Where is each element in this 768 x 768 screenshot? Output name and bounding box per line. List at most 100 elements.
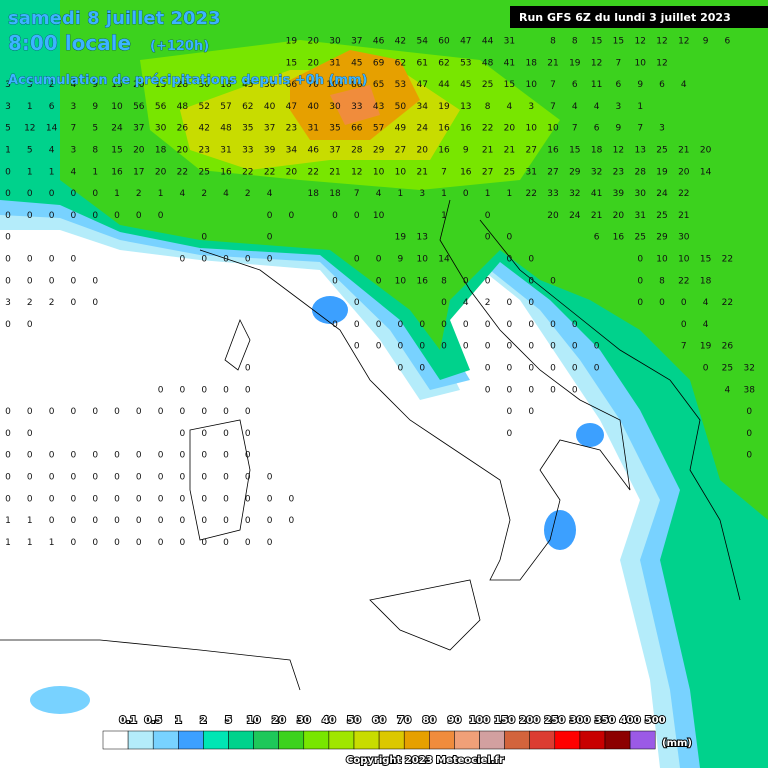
grid-value: 0 xyxy=(376,255,382,265)
grid-value: 22 xyxy=(242,167,253,177)
grid-value: 2 xyxy=(201,189,207,199)
grid-value: 0 xyxy=(27,473,33,483)
grid-value: 0 xyxy=(5,494,11,504)
grid-value: 0 xyxy=(550,276,556,286)
grid-value: 30 xyxy=(678,233,690,243)
grid-value: 0 xyxy=(5,255,11,265)
grid-value: 7 xyxy=(441,167,447,177)
grid-value: 0 xyxy=(528,385,534,395)
grid-value: 0 xyxy=(223,429,229,439)
grid-value: 3 xyxy=(5,102,11,112)
legend-label: 350 xyxy=(595,715,616,726)
grid-value: 18 xyxy=(329,189,341,199)
grid-value: 5 xyxy=(27,146,33,156)
grid-value: 16 xyxy=(438,146,450,156)
legend-swatch xyxy=(604,730,631,750)
grid-value: 0 xyxy=(92,451,98,461)
grid-value: 18 xyxy=(220,80,232,90)
grid-value: 0 xyxy=(71,494,77,504)
grid-value: 44 xyxy=(438,80,450,90)
grid-value: 2 xyxy=(245,189,251,199)
grid-value: 0 xyxy=(507,342,513,352)
legend-label: 30 xyxy=(297,715,311,726)
grid-value: 0 xyxy=(158,494,164,504)
grid-value: 7 xyxy=(572,124,578,134)
grid-value: 16 xyxy=(438,124,450,134)
grid-value: 0 xyxy=(245,538,251,548)
grid-value: 0 xyxy=(49,276,55,286)
grid-value: 0 xyxy=(136,516,142,526)
grid-value: 0 xyxy=(5,167,11,177)
grid-value: 0 xyxy=(398,320,404,330)
grid-value: 70 xyxy=(307,80,319,90)
grid-value: 9 xyxy=(398,255,404,265)
grid-value: 1 xyxy=(5,538,11,548)
grid-value: 1 xyxy=(398,189,404,199)
grid-value: 47 xyxy=(416,80,427,90)
grid-value: 22 xyxy=(177,167,188,177)
grid-value: 20 xyxy=(307,37,319,47)
grid-value: 31 xyxy=(634,211,645,221)
grid-value: 29 xyxy=(569,167,581,177)
grid-value: 0 xyxy=(5,451,11,461)
grid-value: 62 xyxy=(242,102,253,112)
grid-value: 0 xyxy=(71,473,77,483)
grid-value: 14 xyxy=(46,124,58,134)
grid-value: 0 xyxy=(572,342,578,352)
grid-value: 8 xyxy=(485,102,491,112)
grid-value: 0 xyxy=(27,429,33,439)
grid-value: 0 xyxy=(49,407,55,417)
grid-value: 0 xyxy=(49,516,55,526)
grid-value: 0 xyxy=(158,211,164,221)
grid-value: 11 xyxy=(591,80,602,90)
grid-value: 0 xyxy=(114,473,120,483)
grid-value: 0 xyxy=(485,385,491,395)
grid-value: 10 xyxy=(547,124,559,134)
grid-value: 37 xyxy=(329,146,340,156)
grid-value: 0 xyxy=(223,494,229,504)
grid-value: 1 xyxy=(507,189,513,199)
grid-value: 6 xyxy=(616,80,622,90)
grid-value: 10 xyxy=(634,58,646,68)
grid-value: 1 xyxy=(114,189,120,199)
grid-value: 1 xyxy=(485,189,491,199)
grid-value: 15 xyxy=(286,58,297,68)
grid-value: 25 xyxy=(198,167,209,177)
legend-label: 0.5 xyxy=(144,715,162,726)
grid-value: 0 xyxy=(528,320,534,330)
grid-value: 45 xyxy=(460,80,471,90)
grid-value: 0 xyxy=(354,255,360,265)
grid-value: 42 xyxy=(198,124,209,134)
grid-value: 0 xyxy=(245,385,251,395)
grid-value: 0 xyxy=(245,364,251,374)
grid-value: 39 xyxy=(613,189,625,199)
legend-swatch xyxy=(178,730,204,750)
legend-label: 80 xyxy=(422,715,436,726)
grid-value: 0 xyxy=(201,516,207,526)
grid-value: 0 xyxy=(463,276,469,286)
grid-value: 0 xyxy=(267,538,273,548)
grid-value: 7 xyxy=(550,102,556,112)
grid-value: 66 xyxy=(351,124,363,134)
grid-value: 2 xyxy=(485,298,491,308)
grid-value: 38 xyxy=(743,385,755,395)
grid-value: 25 xyxy=(634,233,645,243)
grid-value: 4 xyxy=(594,102,600,112)
grid-value: 0 xyxy=(136,451,142,461)
grid-value: 10 xyxy=(373,211,385,221)
grid-value: 0 xyxy=(71,451,77,461)
grid-value: 19 xyxy=(656,167,668,177)
grid-value: 4 xyxy=(223,189,229,199)
grid-value: 53 xyxy=(395,80,406,90)
grid-value: 0 xyxy=(572,320,578,330)
grid-value: 0 xyxy=(180,451,186,461)
grid-value: 8 xyxy=(92,146,98,156)
grid-value: 6 xyxy=(49,102,55,112)
grid-value: 10 xyxy=(525,80,537,90)
grid-value: 35 xyxy=(329,124,340,134)
grid-value: 3 xyxy=(659,124,665,134)
grid-value: 37 xyxy=(264,124,275,134)
grid-value: 7 xyxy=(71,124,77,134)
grid-value: 56 xyxy=(155,102,167,112)
grid-value: 0 xyxy=(92,298,98,308)
